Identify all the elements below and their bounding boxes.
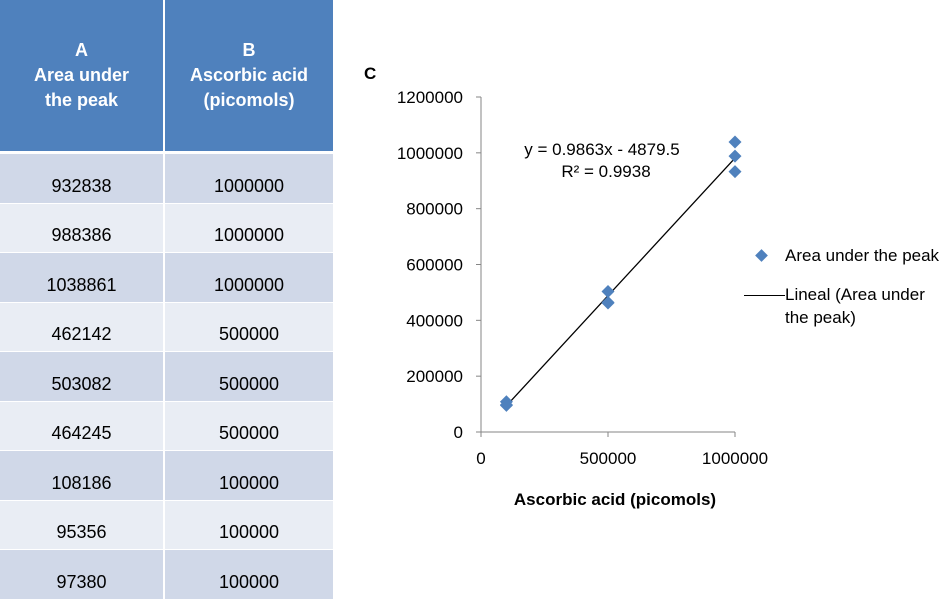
y-tick-label: 400000: [406, 311, 463, 330]
chart-legend: Area under the peak Lineal (Area under t…: [740, 244, 945, 345]
table-row: 503082 500000: [0, 352, 333, 402]
trendline: [505, 157, 736, 407]
diamond-marker-icon: [740, 244, 785, 267]
cell-ascorbic: 500000: [165, 401, 333, 450]
y-tick-label: 200000: [406, 367, 463, 386]
cell-ascorbic: 500000: [165, 302, 333, 351]
y-tick-label: 1000000: [397, 144, 463, 163]
table-row: 464245 500000: [0, 401, 333, 451]
equation-label: y = 0.9863x - 4879.5: [524, 140, 679, 159]
cell-area: 97380: [0, 550, 165, 599]
cell-ascorbic: 100000: [165, 500, 333, 549]
cell-ascorbic: 100000: [165, 550, 333, 599]
panel-label: C: [364, 64, 377, 83]
cell-area: 462142: [0, 302, 165, 351]
cell-ascorbic: 100000: [165, 451, 333, 500]
x-tick-label: 1000000: [702, 449, 768, 468]
header-line: Area under: [33, 65, 130, 85]
x-tick-label: 500000: [580, 449, 637, 468]
table-row: 1038861 1000000: [0, 253, 333, 303]
table-body: 932838 1000000 988386 1000000 1038861 1000000…: [0, 151, 333, 600]
cell-area: 932838: [0, 154, 165, 203]
cell-area: 108186: [0, 451, 165, 500]
y-tick-label: 800000: [406, 200, 463, 219]
data-point: [728, 135, 742, 149]
legend-item-trendline: Lineal (Area under the peak): [740, 283, 945, 329]
cell-ascorbic: 1000000: [165, 203, 333, 252]
data-point: [499, 398, 513, 412]
legend-item-series: Area under the peak: [740, 244, 945, 267]
cell-ascorbic: 500000: [165, 352, 333, 401]
table-row: 108186 100000: [0, 451, 333, 501]
cell-area: 503082: [0, 352, 165, 401]
cell-area: 95356: [0, 500, 165, 549]
y-tick-label: 0: [454, 423, 463, 442]
cell-area: 1038861: [0, 253, 165, 302]
data-point: [728, 149, 742, 163]
line-icon: [740, 283, 785, 306]
cell-ascorbic: 1000000: [165, 253, 333, 302]
header-line: (picomols): [203, 90, 295, 110]
x-tick-label: 0: [476, 449, 485, 468]
table-row: 97380 100000: [0, 550, 333, 600]
header-letter: A: [75, 40, 88, 60]
header-cell-area: A Area under the peak: [0, 0, 165, 151]
data-point: [601, 285, 615, 299]
table-row: 462142 500000: [0, 302, 333, 352]
table-row: 988386 1000000: [0, 203, 333, 253]
r-squared-label: R² = 0.9938: [561, 162, 650, 181]
header-line: Ascorbic acid: [189, 65, 309, 85]
table-header: A Area under the peak B Ascorbic acid (p…: [0, 0, 333, 151]
y-tick-label: 600000: [406, 256, 463, 275]
cell-ascorbic: 1000000: [165, 154, 333, 203]
header-letter: B: [242, 40, 256, 60]
x-axis-title: Ascorbic acid (picomols): [514, 490, 716, 509]
table-row: 932838 1000000: [0, 154, 333, 204]
scatter-chart: 0 200000 400000 600000 800000 1000000 1200000 0…: [397, 88, 768, 509]
cell-area: 988386: [0, 203, 165, 252]
header-cell-ascorbic: B Ascorbic acid (picomols): [165, 0, 333, 151]
data-point: [728, 165, 742, 179]
header-line: the peak: [44, 90, 119, 110]
table-row: 95356 100000: [0, 500, 333, 550]
data-point: [601, 295, 615, 309]
legend-label: Lineal (Area under the peak): [785, 285, 925, 327]
cell-area: 464245: [0, 401, 165, 450]
data-table: A Area under the peak B Ascorbic acid (p…: [0, 0, 333, 600]
y-tick-label: 1200000: [397, 88, 463, 107]
legend-label: Area under the peak: [785, 246, 940, 265]
